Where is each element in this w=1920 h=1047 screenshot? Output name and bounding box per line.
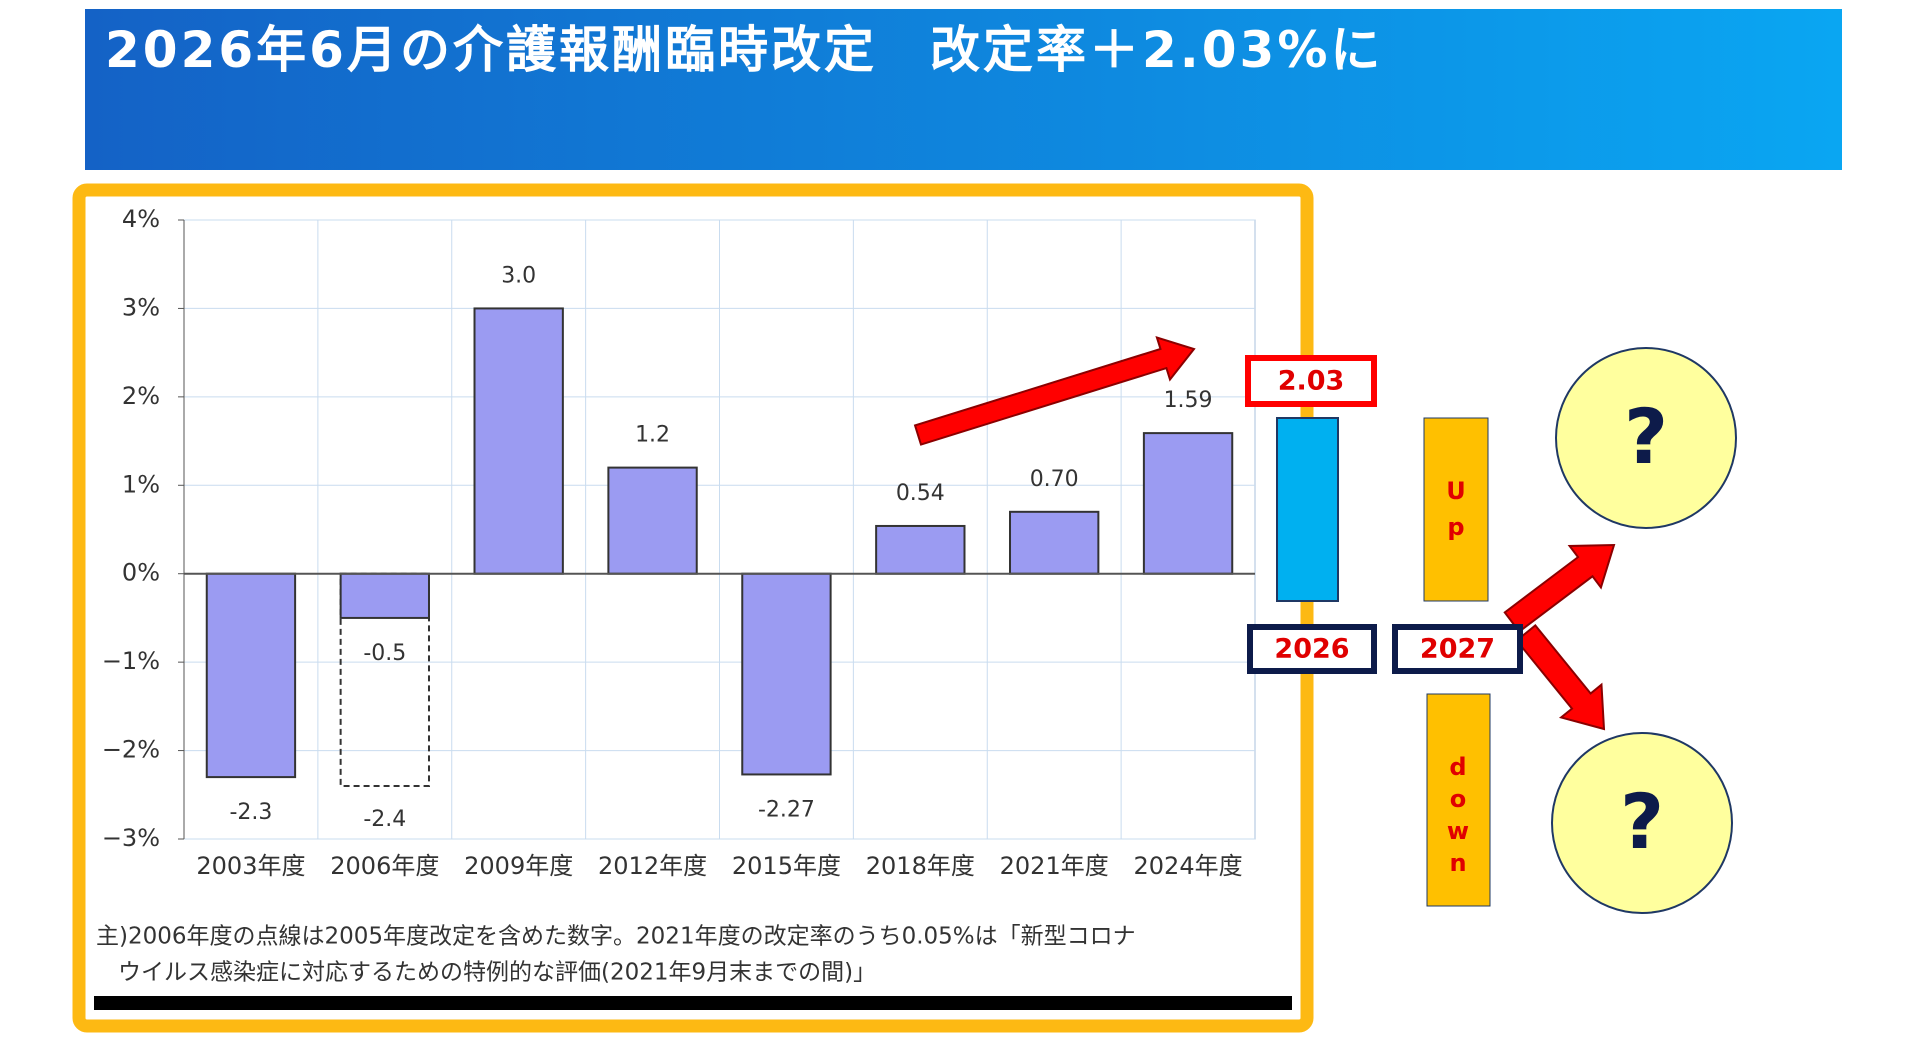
value-label: 3.0: [501, 263, 536, 288]
value-label: 1.59: [1164, 388, 1213, 413]
x-tick-label: 2021年度: [1000, 852, 1109, 880]
bar: [339, 572, 430, 619]
frame-bottom-bar: [94, 996, 1292, 1010]
note: ウイルス感染症に対応するための特例的な評価(2021年9月末までの間)」: [118, 960, 876, 986]
chart: 4% 3% 2% 1% 0% −1% −2% −3% -2.3 2003年度 -2.4 -0.5 200…: [96, 205, 1256, 986]
bar: [1009, 510, 1100, 575]
x-tick-label: 2024年度: [1134, 852, 1243, 880]
year-next: 2027: [1420, 634, 1495, 665]
y-tick-label: 4%: [122, 205, 160, 233]
value-label: -0.5: [363, 641, 406, 666]
title-banner: [85, 9, 1842, 170]
bar: [205, 572, 297, 779]
title-box: 2026年6月の介護報酬臨時改定 改定率＋2.03%に: [105, 21, 1384, 79]
value-label: 1.2: [635, 423, 670, 448]
x-tick-label: 2012年度: [598, 852, 707, 880]
arrow: [1515, 624, 1606, 731]
question-circle: [1555, 347, 1737, 529]
y-tick-label: 2%: [122, 382, 160, 410]
up-box: [1423, 417, 1489, 602]
rate-label: 2.03: [1278, 366, 1345, 397]
year-now: 2026: [1274, 634, 1349, 665]
year-now-box: [1247, 624, 1377, 674]
y-tick-label: −3%: [102, 824, 160, 852]
year-next-box: [1392, 624, 1523, 674]
bar: [1142, 432, 1234, 575]
value-label: -2.27: [758, 797, 815, 822]
question-circle: [1551, 732, 1733, 914]
bar: [473, 307, 564, 575]
diagram: 2.03 2026 2027 U p d o w n??: [913, 335, 1737, 914]
arrow: [1503, 543, 1616, 633]
bar: [875, 524, 966, 575]
down-box: [1426, 693, 1491, 907]
blue-bar: [1276, 417, 1339, 602]
x-tick-label: 2018年度: [866, 852, 975, 880]
y-tick-label: 0%: [122, 559, 160, 587]
y-tick-label: −1%: [102, 647, 160, 675]
arrow: [913, 335, 1196, 446]
bar: [607, 466, 698, 575]
x-tick-label: 2003年度: [196, 852, 305, 880]
question-mark: ?: [1624, 392, 1668, 481]
x-tick-label: 2006年度: [330, 852, 439, 880]
bar: [741, 572, 832, 776]
value-label: 0.70: [1030, 467, 1079, 492]
question-mark: ?: [1620, 777, 1664, 866]
x-tick-label: 2009年度: [464, 852, 573, 880]
note: 主)2006年度の点線は2005年度改定を含めた数字。2021年度の改定率のうち…: [96, 924, 1136, 950]
dashed-value-label: -2.4: [363, 807, 406, 832]
y-tick-label: 3%: [122, 293, 160, 321]
value-label: 0.54: [896, 481, 945, 506]
y-tick-label: −2%: [102, 736, 160, 764]
rate-label-box: [1245, 355, 1377, 407]
title: 2026年6月の介護報酬臨時改定 改定率＋2.03%に: [105, 21, 1384, 79]
value-label: -2.3: [229, 800, 272, 825]
y-tick-label: 1%: [122, 470, 160, 498]
x-tick-label: 2015年度: [732, 852, 841, 880]
